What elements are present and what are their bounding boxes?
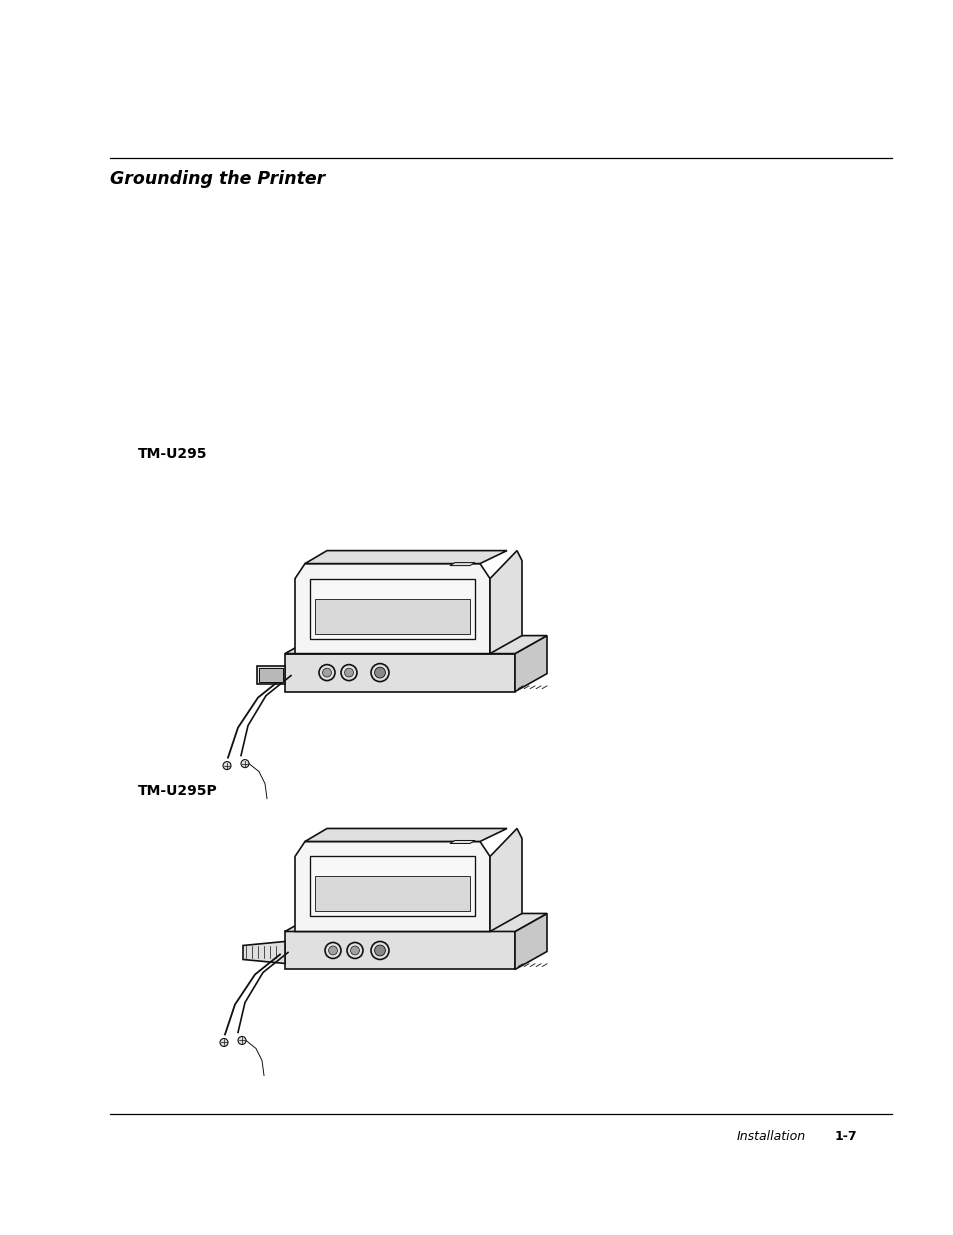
Polygon shape bbox=[294, 841, 490, 931]
Circle shape bbox=[347, 942, 363, 958]
Circle shape bbox=[340, 664, 356, 680]
Polygon shape bbox=[515, 636, 546, 692]
Circle shape bbox=[318, 664, 335, 680]
Circle shape bbox=[325, 942, 340, 958]
Polygon shape bbox=[450, 563, 475, 566]
Circle shape bbox=[223, 762, 231, 769]
Polygon shape bbox=[294, 563, 490, 653]
Polygon shape bbox=[285, 653, 515, 692]
Polygon shape bbox=[285, 636, 546, 653]
Circle shape bbox=[220, 1039, 228, 1046]
Polygon shape bbox=[310, 857, 475, 916]
Polygon shape bbox=[490, 551, 521, 653]
Polygon shape bbox=[305, 551, 506, 563]
Polygon shape bbox=[490, 829, 521, 931]
Circle shape bbox=[371, 663, 389, 682]
Text: Grounding the Printer: Grounding the Printer bbox=[110, 170, 325, 189]
Circle shape bbox=[237, 1036, 246, 1045]
Polygon shape bbox=[243, 941, 285, 963]
Circle shape bbox=[322, 668, 331, 677]
Polygon shape bbox=[310, 579, 475, 638]
Circle shape bbox=[375, 945, 385, 956]
Circle shape bbox=[344, 668, 353, 677]
Polygon shape bbox=[285, 931, 515, 969]
Polygon shape bbox=[450, 841, 475, 844]
Text: TM-U295: TM-U295 bbox=[138, 447, 208, 461]
Polygon shape bbox=[314, 877, 470, 911]
Circle shape bbox=[241, 760, 249, 768]
Polygon shape bbox=[305, 829, 506, 841]
Polygon shape bbox=[515, 914, 546, 969]
Polygon shape bbox=[314, 599, 470, 634]
Text: 1-7: 1-7 bbox=[834, 1130, 857, 1144]
Text: TM-U295P: TM-U295P bbox=[138, 784, 218, 798]
Text: Installation: Installation bbox=[737, 1130, 805, 1144]
Circle shape bbox=[371, 941, 389, 960]
Circle shape bbox=[375, 667, 385, 678]
Polygon shape bbox=[258, 668, 283, 682]
Circle shape bbox=[351, 946, 359, 955]
Circle shape bbox=[328, 946, 337, 955]
Polygon shape bbox=[256, 666, 285, 684]
Polygon shape bbox=[285, 914, 546, 931]
